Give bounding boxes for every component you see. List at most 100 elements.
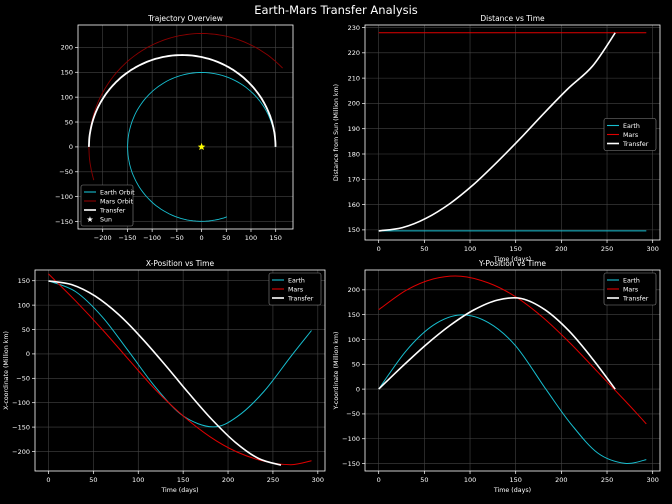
x-tick-label: 200 xyxy=(555,245,567,253)
y-tick-label: −150 xyxy=(12,423,30,431)
y-tick-label: 100 xyxy=(61,93,73,101)
x-tick-label: 50 xyxy=(420,245,428,253)
plot-area xyxy=(378,275,647,465)
legend-box xyxy=(268,272,322,306)
legend-entry: Mars xyxy=(623,286,638,293)
x-tick-label: 50 xyxy=(222,234,230,242)
y-tick-label: 0 xyxy=(356,385,360,393)
legend-box xyxy=(603,118,657,151)
x-tick-label: 300 xyxy=(312,476,324,484)
y-axis-label: X-coordinate (Million km) xyxy=(3,331,10,410)
y-tick-label: 50 xyxy=(22,326,30,334)
legend-entry: Earth xyxy=(623,277,640,284)
x-tick-label: −100 xyxy=(143,234,161,242)
legend-entry: Mars xyxy=(288,286,303,293)
y-tick-label: 50 xyxy=(352,361,360,369)
x-tick-label: 0 xyxy=(377,245,381,253)
y-tick-label: −150 xyxy=(342,460,360,468)
x-axis-label: Time (days) xyxy=(493,487,531,494)
x-tick-label: 250 xyxy=(601,476,613,484)
x-tick-label: 0 xyxy=(46,476,50,484)
y-tick-label: 200 xyxy=(61,44,73,52)
x-tick-label: −200 xyxy=(94,234,112,242)
legend: Earth Mars Transfer xyxy=(268,272,322,306)
legend-entry: Transfer xyxy=(622,141,649,148)
x-tick-label: −150 xyxy=(118,234,136,242)
legend-entry: Earth Orbit xyxy=(100,189,135,196)
subplot-2: 0 50 100 150 200 250 300 150 160 170 180 190 200 210 2… xyxy=(333,14,661,263)
x-axis-label: Time (days) xyxy=(493,256,531,263)
legend: Earth Orbit Mars Orbit Transfer ★ Sun xyxy=(80,184,135,227)
legend-entry: Earth xyxy=(623,123,640,130)
x-tick-label: 100 xyxy=(245,234,257,242)
subplot-title: Trajectory Overview xyxy=(147,14,223,23)
x-tick-label: 300 xyxy=(646,245,658,253)
plot-area xyxy=(48,273,312,466)
x-tick-label: 100 xyxy=(464,476,476,484)
plot-area xyxy=(88,33,283,222)
legend-entry: Transfer xyxy=(287,295,314,302)
y-tick-label: 100 xyxy=(348,336,360,344)
y-tick-label: 150 xyxy=(61,69,73,77)
x-tick-label: 100 xyxy=(464,245,476,253)
subplot-title: Y-Position vs Time xyxy=(478,259,546,268)
plot-frame xyxy=(77,24,294,230)
x-tick-label: −50 xyxy=(170,234,184,242)
x-tick-label: 200 xyxy=(555,476,567,484)
legend-marker-sun: ★ xyxy=(86,215,93,224)
y-tick-label: 180 xyxy=(348,150,360,158)
y-tick-label: −150 xyxy=(55,218,73,226)
legend: Earth Mars Transfer xyxy=(603,118,657,151)
x-tick-label: 0 xyxy=(377,476,381,484)
x-tick-label: 250 xyxy=(267,476,279,484)
subplot-title: Distance vs Time xyxy=(480,14,545,23)
legend-entry: Mars xyxy=(623,132,638,139)
x-tick-label: 250 xyxy=(601,245,613,253)
y-tick-label: 200 xyxy=(348,286,360,294)
x-tick-label: 0 xyxy=(199,234,203,242)
series-earth-orbit xyxy=(127,72,276,222)
subplot-4: 0 50 100 150 200 250 300 −150 −100 −50 0 50 100 150 20… xyxy=(333,259,661,494)
x-axis-label: Time (days) xyxy=(160,487,198,494)
legend-entry: Sun xyxy=(100,216,112,223)
subplot-title: X-Position vs Time xyxy=(146,259,215,268)
sun-marker xyxy=(197,142,206,151)
y-tick-label: 150 xyxy=(348,311,360,319)
y-tick-label: −100 xyxy=(342,435,360,443)
plot-frame xyxy=(364,269,661,472)
y-tick-label: −100 xyxy=(55,193,73,201)
x-tick-label: 150 xyxy=(177,476,189,484)
x-tick-label: 150 xyxy=(509,245,521,253)
plot-area xyxy=(378,32,647,232)
y-tick-label: 100 xyxy=(18,301,30,309)
legend-box xyxy=(80,184,134,227)
y-tick-label: 0 xyxy=(69,143,73,151)
x-tick-label: 150 xyxy=(269,234,281,242)
y-tick-label: −50 xyxy=(16,375,30,383)
x-tick-label: 100 xyxy=(132,476,144,484)
legend-entry: Transfer xyxy=(622,295,649,302)
y-axis-label: Y-coordinate (Million km) xyxy=(333,332,340,411)
y-tick-label: 200 xyxy=(348,100,360,108)
y-tick-label: −50 xyxy=(346,410,360,418)
x-tick-label: 150 xyxy=(509,476,521,484)
y-tick-label: −50 xyxy=(59,168,73,176)
plot-frame xyxy=(364,24,661,241)
y-tick-label: 220 xyxy=(348,49,360,57)
x-tick-label: 50 xyxy=(420,476,428,484)
y-tick-label: 150 xyxy=(348,226,360,234)
series-transfer xyxy=(378,32,616,232)
y-tick-label: 160 xyxy=(348,201,360,209)
legend-entry: Earth xyxy=(288,277,305,284)
legend-entry: Mars Orbit xyxy=(100,198,133,205)
series-transfer xyxy=(88,54,277,147)
series-mars xyxy=(378,275,647,425)
y-tick-label: 190 xyxy=(348,125,360,133)
figure-title: Earth-Mars Transfer Analysis xyxy=(254,3,418,17)
y-tick-label: 150 xyxy=(18,277,30,285)
y-tick-label: 170 xyxy=(348,176,360,184)
y-tick-label: −200 xyxy=(12,448,30,456)
y-tick-label: 210 xyxy=(348,74,360,82)
